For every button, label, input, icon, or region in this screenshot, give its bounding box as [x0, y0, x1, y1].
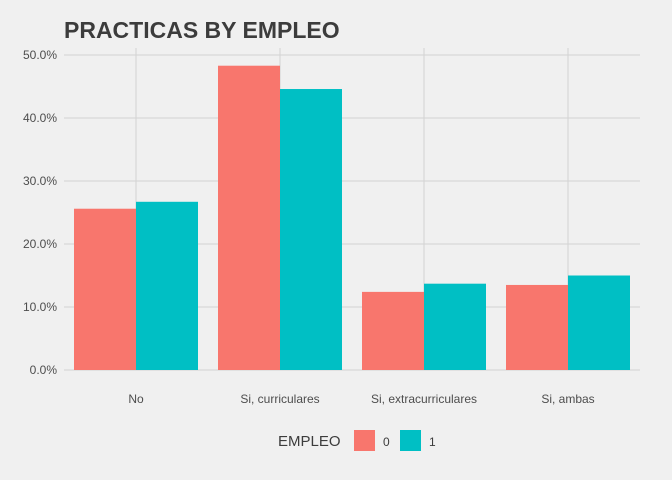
chart-title: PRACTICAS BY EMPLEO	[64, 17, 340, 43]
bar-1-3	[424, 283, 486, 370]
y-tick-label: 0.0%	[30, 363, 58, 377]
x-tick-label: Si, ambas	[541, 392, 594, 406]
x-axis-ticks: No Si, curriculares Si, extracurriculares S…	[128, 392, 594, 406]
y-axis-ticks: 0.0% 10.0% 20.0% 30.0% 40.0% 50.0%	[23, 48, 57, 377]
bar-1-4	[568, 275, 630, 370]
bar-1-2	[280, 89, 342, 371]
y-tick-label: 40.0%	[23, 111, 57, 125]
y-tick-label: 50.0%	[23, 48, 57, 62]
y-tick-label: 10.0%	[23, 300, 57, 314]
x-tick-label: Si, curriculares	[240, 392, 319, 406]
legend-title: EMPLEO	[278, 433, 341, 450]
x-tick-label: Si, extracurriculares	[371, 392, 477, 406]
bar-0-1	[74, 208, 136, 370]
y-tick-label: 30.0%	[23, 174, 57, 188]
legend-label-1: 1	[429, 435, 436, 449]
legend-swatch-0	[354, 430, 375, 451]
bar-0-2	[218, 65, 280, 371]
bar-1-1	[136, 201, 198, 370]
x-tick-label: No	[128, 392, 144, 406]
legend: EMPLEO 0 1	[278, 430, 436, 451]
legend-swatch-1	[400, 430, 421, 451]
bars	[74, 65, 630, 371]
legend-label-0: 0	[383, 435, 390, 449]
bar-0-3	[362, 291, 424, 370]
bar-0-4	[506, 284, 568, 370]
y-tick-label: 20.0%	[23, 237, 57, 251]
